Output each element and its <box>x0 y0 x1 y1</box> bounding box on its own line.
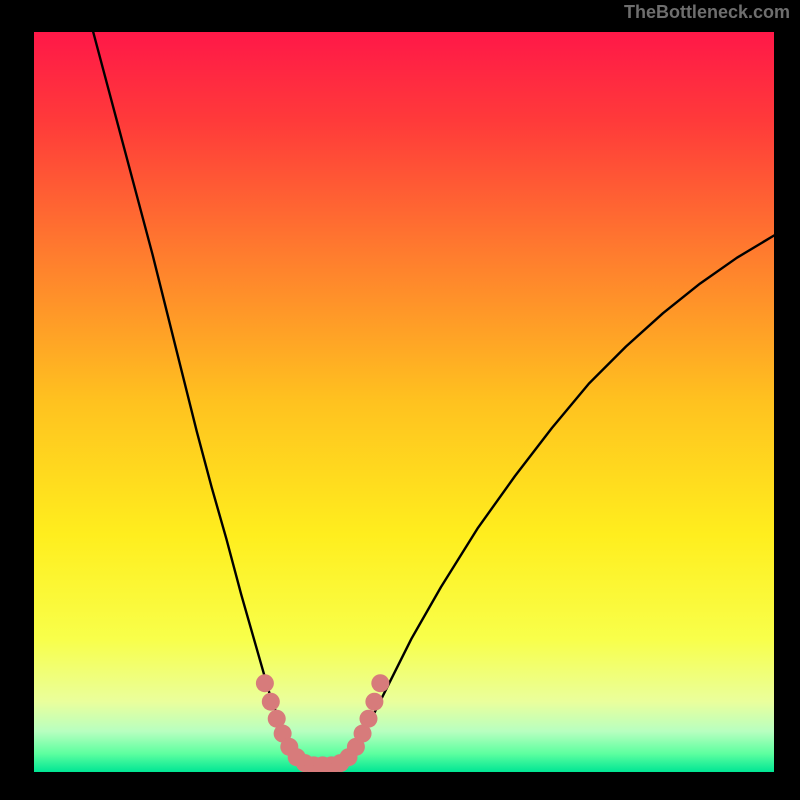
gradient-background <box>34 32 774 772</box>
marker-dot <box>359 710 377 728</box>
marker-dot <box>371 674 389 692</box>
source-watermark: TheBottleneck.com <box>624 2 790 23</box>
marker-dot <box>256 674 274 692</box>
chart-frame: TheBottleneck.com <box>0 0 800 800</box>
marker-dot <box>365 693 383 711</box>
marker-dot <box>262 693 280 711</box>
bottleneck-chart <box>34 32 774 772</box>
